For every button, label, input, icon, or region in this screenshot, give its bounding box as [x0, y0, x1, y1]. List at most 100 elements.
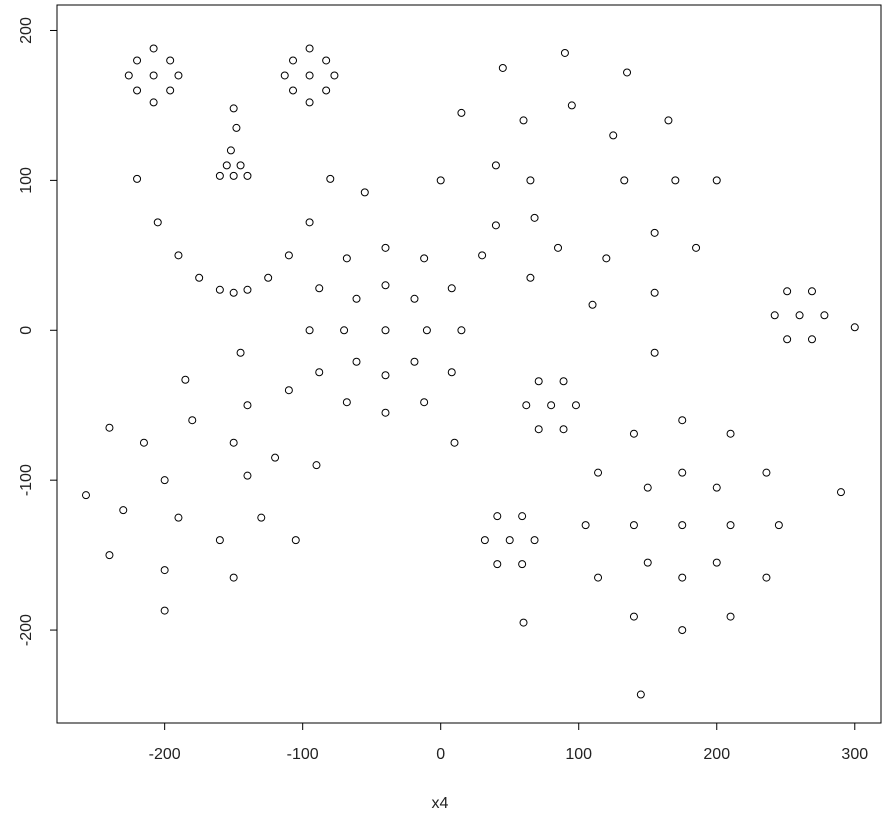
point — [620, 176, 629, 185]
point — [229, 171, 238, 180]
point — [284, 386, 293, 395]
point — [381, 371, 390, 380]
point — [554, 243, 563, 252]
point — [547, 401, 556, 410]
point — [493, 512, 502, 521]
point — [153, 218, 162, 227]
point — [420, 398, 429, 407]
point — [559, 425, 568, 434]
point — [807, 287, 816, 296]
point — [105, 423, 114, 432]
point — [447, 368, 456, 377]
point — [133, 174, 142, 183]
point — [139, 438, 148, 447]
point — [243, 401, 252, 410]
point — [322, 56, 331, 65]
point — [581, 521, 590, 530]
point — [609, 131, 618, 140]
point — [81, 491, 90, 500]
point — [650, 228, 659, 237]
x-axis-label: x4 — [432, 795, 449, 812]
point — [783, 287, 792, 296]
point — [342, 398, 351, 407]
point — [215, 171, 224, 180]
point — [174, 513, 183, 522]
point — [478, 251, 487, 260]
point — [381, 408, 390, 417]
point — [322, 86, 331, 95]
point — [119, 506, 128, 515]
point — [774, 521, 783, 530]
point — [762, 573, 771, 582]
point — [678, 468, 687, 477]
point — [289, 86, 298, 95]
point — [257, 513, 266, 522]
point — [594, 573, 603, 582]
point — [588, 300, 597, 309]
x-tick-label: 0 — [436, 746, 445, 763]
y-tick-label: -200 — [18, 614, 35, 646]
x-tick-label: -200 — [149, 746, 181, 763]
point — [629, 612, 638, 621]
point — [174, 251, 183, 260]
point — [491, 221, 500, 230]
point — [229, 288, 238, 297]
point — [264, 273, 273, 282]
point — [360, 188, 369, 197]
point — [650, 288, 659, 297]
point — [629, 429, 638, 438]
point — [629, 521, 638, 530]
plot-box — [56, 4, 882, 724]
point — [149, 44, 158, 53]
point — [447, 284, 456, 293]
x-tick-label: 300 — [841, 746, 868, 763]
point — [534, 377, 543, 386]
point — [243, 171, 252, 180]
point — [678, 573, 687, 582]
point — [643, 483, 652, 492]
point — [643, 558, 652, 567]
point — [166, 56, 175, 65]
point — [133, 56, 142, 65]
point — [678, 521, 687, 530]
point — [149, 71, 158, 80]
point — [315, 284, 324, 293]
point — [498, 63, 507, 72]
point — [436, 176, 445, 185]
point — [342, 254, 351, 263]
point — [226, 146, 235, 155]
point — [124, 71, 133, 80]
point — [519, 116, 528, 125]
point — [133, 86, 142, 95]
point — [326, 174, 335, 183]
point — [678, 626, 687, 635]
point — [284, 251, 293, 260]
point — [795, 311, 804, 320]
point — [560, 48, 569, 57]
point — [215, 285, 224, 294]
y-tick-label: 100 — [18, 167, 35, 194]
point — [650, 348, 659, 357]
point — [807, 335, 816, 344]
point — [195, 273, 204, 282]
point — [243, 471, 252, 480]
point — [636, 690, 645, 699]
point — [450, 438, 459, 447]
point — [243, 285, 252, 294]
point — [305, 98, 314, 107]
point — [181, 375, 190, 384]
point — [236, 348, 245, 357]
point — [726, 429, 735, 438]
point — [623, 68, 632, 77]
point — [678, 416, 687, 425]
point — [850, 323, 859, 332]
point — [232, 123, 241, 132]
point — [352, 294, 361, 303]
point — [160, 566, 169, 575]
point — [457, 326, 466, 335]
point — [229, 573, 238, 582]
point — [664, 116, 673, 125]
point — [712, 483, 721, 492]
point — [315, 368, 324, 377]
